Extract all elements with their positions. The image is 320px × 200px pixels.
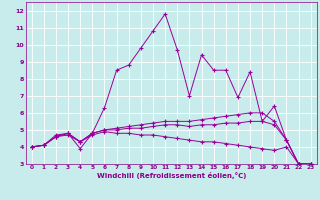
X-axis label: Windchill (Refroidissement éolien,°C): Windchill (Refroidissement éolien,°C) [97,172,246,179]
